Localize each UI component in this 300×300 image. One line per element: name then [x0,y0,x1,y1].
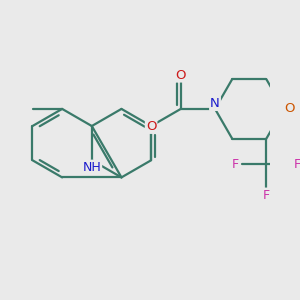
Text: NH: NH [82,160,101,174]
Text: F: F [263,189,270,202]
Text: N: N [210,97,220,110]
Text: F: F [232,158,239,171]
Text: O: O [146,120,156,133]
Text: F: F [294,158,300,171]
Text: O: O [176,68,186,82]
Text: O: O [284,102,295,116]
